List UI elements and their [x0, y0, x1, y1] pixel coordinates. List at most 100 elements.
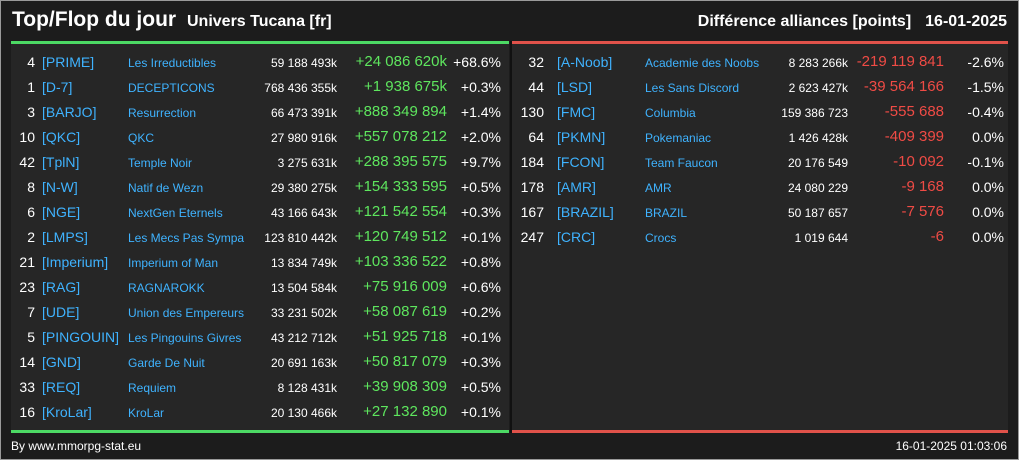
alliance-tag-link[interactable]: [N-W]	[42, 179, 78, 195]
alliance-name-link[interactable]: KroLar	[128, 406, 165, 420]
alliance-percent: +0.8%	[460, 254, 501, 270]
flop-row: 247 [CRC] Crocs 1 019 644 -6 0.0%	[512, 225, 1008, 250]
top-row: 4 [PRIME] Les Irreductibles 59 188 493k +24 …	[11, 50, 509, 75]
alliance-diff: +288 395 575	[354, 153, 447, 170]
alliance-name-link[interactable]: Resurrection	[128, 106, 197, 120]
alliance-name-link[interactable]: BRAZIL	[645, 206, 688, 220]
alliance-name-link[interactable]: Les Irreductibles	[128, 56, 217, 70]
alliance-total: 2 623 427k	[788, 81, 848, 95]
alliance-name-link[interactable]: AMR	[645, 181, 672, 195]
alliance-rank: 2	[27, 229, 35, 245]
alliance-diff: -7 576	[901, 203, 944, 220]
top-panel-bottom-bar	[11, 430, 509, 433]
alliance-tag-link[interactable]: [GND]	[42, 354, 81, 370]
alliance-name-link[interactable]: Temple Noir	[128, 156, 193, 170]
alliance-percent: +68.6%	[453, 54, 501, 70]
alliance-diff: -6	[930, 228, 944, 245]
alliance-tag-link[interactable]: [TplN]	[42, 154, 80, 170]
alliance-rank: 130	[520, 104, 544, 120]
alliance-diff: +50 817 079	[363, 353, 447, 370]
flop-row: 130 [FMC] Columbia 159 386 723 -555 688 -0.4%	[512, 100, 1008, 125]
alliance-diff: +1 938 675k	[364, 78, 447, 95]
alliance-total: 1 426 428k	[788, 131, 848, 145]
panel-divider	[510, 41, 512, 433]
alliance-percent: +9.7%	[460, 154, 501, 170]
alliance-name-link[interactable]: Academie des Noobs	[645, 56, 760, 70]
flop-row: 184 [FCON] Team Faucon 20 176 549 -10 092 -0.…	[512, 150, 1008, 175]
alliance-diff: -9 168	[901, 178, 944, 195]
alliance-rank: 4	[27, 54, 35, 70]
alliance-diff: +75 916 009	[363, 278, 447, 295]
alliance-tag-link[interactable]: [PRIME]	[42, 54, 95, 70]
alliance-name-link[interactable]: Les Pingouins Givres	[128, 331, 242, 345]
alliance-name-link[interactable]: Pokemaniac	[645, 131, 712, 145]
alliance-rank: 184	[520, 154, 544, 170]
alliance-percent: -1.5%	[967, 79, 1004, 95]
alliance-rank: 8	[27, 179, 35, 195]
top-row: 14 [GND] Garde De Nuit 20 691 163k +50 817 0…	[11, 350, 509, 375]
alliance-rank: 10	[19, 129, 35, 145]
alliance-name-link[interactable]: Columbia	[645, 106, 696, 120]
alliance-tag-link[interactable]: [QKC]	[42, 129, 81, 145]
alliance-name-link[interactable]: Garde De Nuit	[128, 356, 205, 370]
alliance-percent: 0.0%	[972, 129, 1004, 145]
top-row: 21 [Imperium] Imperium of Man 13 834 749k +1…	[11, 250, 509, 275]
alliance-total: 27 980 916k	[270, 131, 337, 145]
alliance-percent: +0.5%	[460, 379, 501, 395]
alliance-name-link[interactable]: Imperium of Man	[128, 256, 219, 270]
alliance-rank: 7	[27, 304, 35, 320]
alliance-tag-link[interactable]: [KroLar]	[42, 404, 92, 420]
alliance-percent: 0.0%	[972, 204, 1004, 220]
alliance-percent: +0.5%	[460, 179, 501, 195]
top-row: 5 [PINGOUIN] Les Pingouins Givres 43 212 71…	[11, 325, 509, 350]
alliance-name-link[interactable]: Natif de Wezn	[128, 181, 204, 195]
alliance-tag-link[interactable]: [CRC]	[557, 229, 596, 245]
alliance-tag-link[interactable]: [FCON]	[557, 154, 605, 170]
alliance-diff: +120 749 512	[354, 228, 447, 245]
alliance-tag-link[interactable]: [REQ]	[42, 379, 81, 395]
alliance-name-link[interactable]: QKC	[128, 131, 155, 145]
alliance-total: 20 176 549	[787, 156, 848, 170]
alliance-tag-link[interactable]: [BRAZIL]	[557, 204, 614, 220]
top-row: 2 [LMPS] Les Mecs Pas Sympa 123 810 442k +12…	[11, 225, 509, 250]
alliance-rank: 178	[520, 179, 544, 195]
alliance-diff: +27 132 890	[363, 403, 447, 420]
alliance-tag-link[interactable]: [LMPS]	[42, 229, 88, 245]
alliance-tag-link[interactable]: [PINGOUIN]	[42, 329, 120, 345]
alliance-name-link[interactable]: NextGen Eternels	[128, 206, 223, 220]
flop-row: 178 [AMR] AMR 24 080 229 -9 168 0.0%	[512, 175, 1008, 200]
alliance-name-link[interactable]: RAGNAROKK	[128, 281, 205, 295]
alliance-tag-link[interactable]: [UDE]	[42, 304, 80, 320]
alliance-name-link[interactable]: Les Mecs Pas Sympa	[128, 231, 245, 245]
flop-row: 64 [PKMN] Pokemaniac 1 426 428k -409 399 0.0%	[512, 125, 1008, 150]
alliance-tag-link[interactable]: [A-Noob]	[557, 54, 613, 70]
alliance-tag-link[interactable]: [PKMN]	[557, 129, 606, 145]
alliance-tag-link[interactable]: [D-7]	[42, 79, 73, 95]
universe-label: Univers Tucana [fr]	[187, 13, 332, 30]
alliance-tag-link[interactable]: [FMC]	[557, 104, 596, 120]
alliance-tag-link[interactable]: [BARJO]	[42, 104, 97, 120]
alliance-tag-link[interactable]: [LSD]	[557, 79, 593, 95]
alliance-tag-link[interactable]: [AMR]	[557, 179, 596, 195]
alliance-tag-link[interactable]: [Imperium]	[42, 254, 109, 270]
alliance-diff: +103 336 522	[354, 253, 447, 270]
alliance-name-link[interactable]: DECEPTICONS	[128, 81, 215, 95]
alliance-rank: 5	[27, 329, 35, 345]
alliance-name-link[interactable]: Crocs	[645, 231, 677, 245]
alliance-name-link[interactable]: Requiem	[128, 381, 177, 395]
alliance-percent: +0.3%	[460, 204, 501, 220]
alliance-percent: +0.3%	[460, 354, 501, 370]
alliance-percent: +0.1%	[460, 404, 501, 420]
alliance-percent: -0.4%	[967, 104, 1004, 120]
alliance-rank: 23	[19, 279, 35, 295]
alliance-diff: +39 908 309	[363, 378, 447, 395]
alliance-name-link[interactable]: Team Faucon	[645, 156, 718, 170]
alliance-tag-link[interactable]: [RAG]	[42, 279, 81, 295]
alliance-name-link[interactable]: Les Sans Discord	[645, 81, 740, 95]
alliance-rank: 167	[520, 204, 544, 220]
alliance-name-link[interactable]: Union des Empereurs	[128, 306, 245, 320]
alliance-tag-link[interactable]: [NGE]	[42, 204, 81, 220]
alliance-rank: 1	[27, 79, 35, 95]
footer-timestamp: 16-01-2025 01:03:06	[895, 439, 1007, 453]
header-right: Différence alliances [points] 16-01-2025	[698, 13, 1007, 31]
